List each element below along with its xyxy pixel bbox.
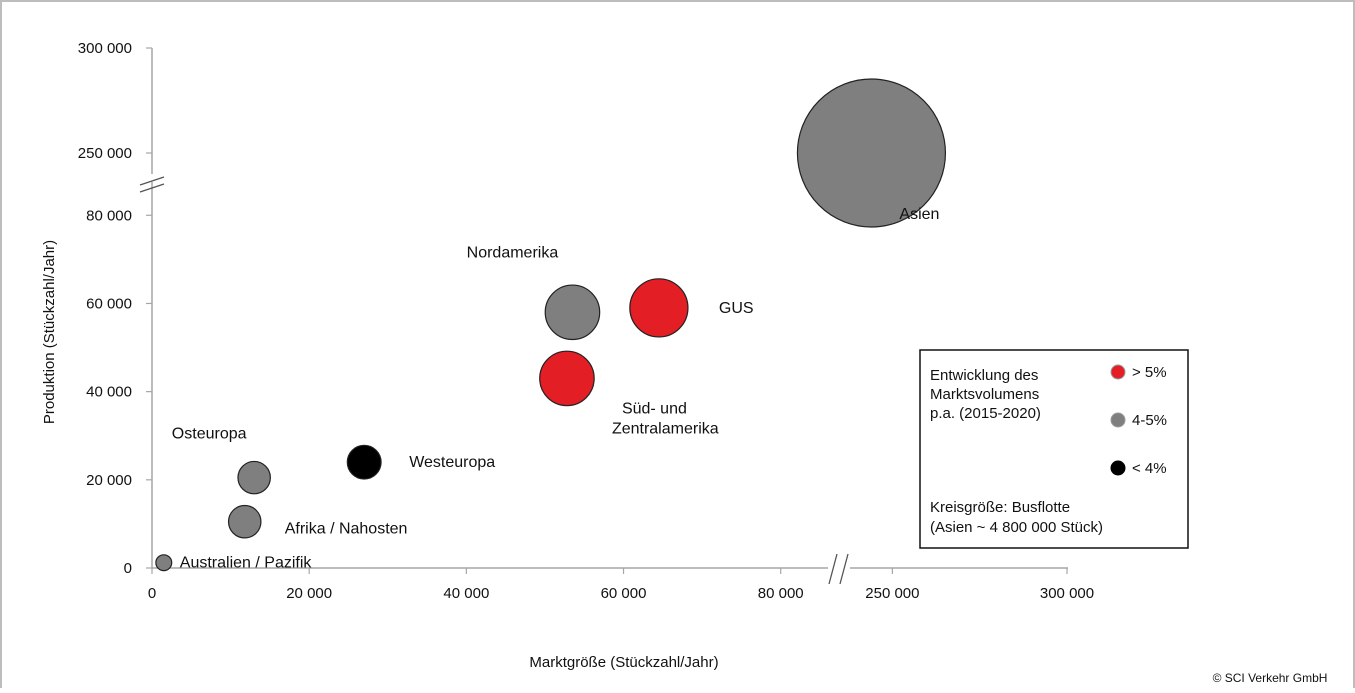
bubble-label: Westeuropa [409, 454, 495, 471]
legend-swatch [1110, 460, 1126, 476]
y-tick-label: 80 000 [86, 207, 132, 224]
y-tick-label: 40 000 [86, 384, 132, 401]
bubble [346, 444, 382, 480]
bubbles [155, 78, 947, 572]
bubble [155, 554, 173, 572]
bubble-labels: Asien Nordamerika GUS Süd- und Zentralamerik… [172, 206, 940, 572]
x-axis-break-mark [839, 553, 849, 585]
bubble [796, 78, 947, 228]
y-tick-label: 20 000 [86, 472, 132, 489]
x-axis-title: Marktgröße (Stückzahl/Jahr) [529, 654, 718, 671]
y-tick-label: 60 000 [86, 295, 132, 312]
y-axis-break-mark [139, 176, 165, 186]
y-tick-label: 250 000 [78, 145, 132, 162]
x-tick-label: 20 000 [286, 585, 332, 602]
legend: Entwicklung des Marktsvolumens p.a. (2015-… [919, 349, 1189, 549]
bubble [539, 350, 595, 407]
y-tick-label: 0 [124, 560, 132, 577]
x-tick-label: 250 000 [865, 585, 919, 602]
y-tick-label: 300 000 [78, 40, 132, 57]
x-tick-label: 60 000 [601, 585, 647, 602]
bubble-label: GUS [719, 300, 754, 317]
x-tick-label: 40 000 [443, 585, 489, 602]
bubble-label: Asien [899, 206, 939, 223]
bubble [629, 278, 689, 338]
bubble-label: Süd- und Zentralamerika [612, 400, 719, 437]
bubble [237, 460, 271, 495]
legend-title: Entwicklung des Marktsvolumens p.a. (2015-… [930, 367, 1041, 422]
bubble-label: Nordamerika [467, 244, 559, 261]
bubble [544, 284, 601, 341]
x-axis-break-mark [828, 553, 838, 585]
y-axis-break-mark [139, 183, 165, 193]
bubble-label: Afrika / Nahosten [285, 521, 408, 538]
legend-box [919, 349, 1189, 549]
legend-swatch [1110, 412, 1126, 428]
x-tick-label: 0 [148, 585, 156, 602]
legend-item-label: < 4% [1132, 460, 1167, 477]
bubble [227, 504, 262, 539]
copyright-text: © SCI Verkehr GmbH [1213, 671, 1328, 685]
x-tick-label: 300 000 [1040, 585, 1094, 602]
bubble-label: Australien / Pazifik [180, 555, 313, 572]
y-axis-title: Produktion (Stückzahl/Jahr) [41, 240, 58, 424]
legend-item-label: 4-5% [1132, 412, 1167, 429]
bubble-label: Osteuropa [172, 426, 247, 443]
axes: 0 20 000 40 000 60 000 80 000 250 000 300 000 0… [78, 40, 1094, 602]
legend-swatch [1110, 364, 1126, 380]
legend-note: Kreisgröße: Busflotte (Asien ~ 4 800 000 … [930, 499, 1103, 536]
x-tick-label: 80 000 [758, 585, 804, 602]
legend-item-label: > 5% [1132, 364, 1167, 381]
